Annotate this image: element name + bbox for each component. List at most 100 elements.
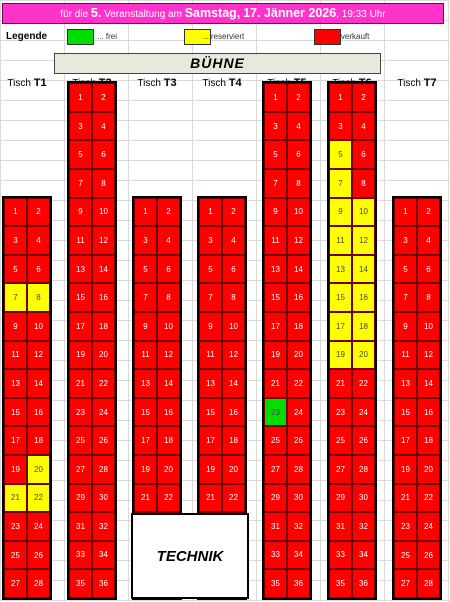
seat-t3-12[interactable]: 12 bbox=[157, 340, 180, 370]
seat-t4-4[interactable]: 4 bbox=[222, 226, 245, 255]
seat-t6-33[interactable]: 33 bbox=[329, 540, 352, 570]
seat-t7-13[interactable]: 13 bbox=[394, 369, 417, 398]
seat-t7-5[interactable]: 5 bbox=[394, 254, 417, 284]
seat-t3-2[interactable]: 2 bbox=[157, 197, 180, 227]
seat-t6-2[interactable]: 2 bbox=[352, 83, 375, 112]
seat-t3-21[interactable]: 21 bbox=[134, 483, 157, 513]
seat-t5-12[interactable]: 12 bbox=[287, 226, 310, 255]
seat-t4-18[interactable]: 18 bbox=[222, 426, 245, 455]
seat-t2-12[interactable]: 12 bbox=[92, 226, 115, 255]
seat-t7-21[interactable]: 21 bbox=[394, 483, 417, 513]
seat-t7-3[interactable]: 3 bbox=[394, 226, 417, 255]
seat-t4-19[interactable]: 19 bbox=[199, 454, 222, 484]
seat-t2-24[interactable]: 24 bbox=[92, 397, 115, 427]
seat-t6-14[interactable]: 14 bbox=[352, 254, 375, 284]
seat-t2-29[interactable]: 29 bbox=[69, 483, 92, 513]
seat-t4-13[interactable]: 13 bbox=[199, 369, 222, 398]
seat-t1-6[interactable]: 6 bbox=[27, 254, 50, 284]
seat-t2-1[interactable]: 1 bbox=[69, 83, 92, 112]
seat-t4-10[interactable]: 10 bbox=[222, 311, 245, 341]
seat-t6-4[interactable]: 4 bbox=[352, 111, 375, 141]
seat-t7-24[interactable]: 24 bbox=[417, 512, 440, 541]
seat-t3-5[interactable]: 5 bbox=[134, 254, 157, 284]
seat-t5-22[interactable]: 22 bbox=[287, 369, 310, 398]
seat-t1-7[interactable]: 7 bbox=[4, 283, 27, 312]
seat-t5-30[interactable]: 30 bbox=[287, 483, 310, 513]
seat-t2-33[interactable]: 33 bbox=[69, 540, 92, 570]
seat-t4-3[interactable]: 3 bbox=[199, 226, 222, 255]
seat-t6-16[interactable]: 16 bbox=[352, 283, 375, 312]
seat-t2-7[interactable]: 7 bbox=[69, 168, 92, 198]
seat-t5-34[interactable]: 34 bbox=[287, 540, 310, 570]
seat-t2-9[interactable]: 9 bbox=[69, 197, 92, 227]
seat-t6-26[interactable]: 26 bbox=[352, 426, 375, 455]
seat-t1-18[interactable]: 18 bbox=[27, 426, 50, 455]
seat-t5-2[interactable]: 2 bbox=[287, 83, 310, 112]
seat-t6-17[interactable]: 17 bbox=[329, 311, 352, 341]
seat-t5-21[interactable]: 21 bbox=[264, 369, 287, 398]
seat-t5-3[interactable]: 3 bbox=[264, 111, 287, 141]
seat-t4-8[interactable]: 8 bbox=[222, 283, 245, 312]
seat-t3-20[interactable]: 20 bbox=[157, 454, 180, 484]
seat-t6-10[interactable]: 10 bbox=[352, 197, 375, 227]
seat-t3-8[interactable]: 8 bbox=[157, 283, 180, 312]
seat-t5-6[interactable]: 6 bbox=[287, 140, 310, 169]
seat-t1-22[interactable]: 22 bbox=[27, 483, 50, 513]
seat-t2-14[interactable]: 14 bbox=[92, 254, 115, 284]
seat-t3-17[interactable]: 17 bbox=[134, 426, 157, 455]
seat-t3-11[interactable]: 11 bbox=[134, 340, 157, 370]
seat-t2-34[interactable]: 34 bbox=[92, 540, 115, 570]
seat-t2-35[interactable]: 35 bbox=[69, 569, 92, 598]
seat-t6-20[interactable]: 20 bbox=[352, 340, 375, 370]
seat-t5-25[interactable]: 25 bbox=[264, 426, 287, 455]
seat-t3-3[interactable]: 3 bbox=[134, 226, 157, 255]
seat-t7-6[interactable]: 6 bbox=[417, 254, 440, 284]
seat-t2-17[interactable]: 17 bbox=[69, 311, 92, 341]
seat-t6-8[interactable]: 8 bbox=[352, 168, 375, 198]
seat-t2-27[interactable]: 27 bbox=[69, 454, 92, 484]
seat-t5-1[interactable]: 1 bbox=[264, 83, 287, 112]
seat-t5-13[interactable]: 13 bbox=[264, 254, 287, 284]
seat-t1-14[interactable]: 14 bbox=[27, 369, 50, 398]
seat-t6-30[interactable]: 30 bbox=[352, 483, 375, 513]
seat-t5-24[interactable]: 24 bbox=[287, 397, 310, 427]
seat-t1-2[interactable]: 2 bbox=[27, 197, 50, 227]
seat-t6-28[interactable]: 28 bbox=[352, 454, 375, 484]
seat-t2-36[interactable]: 36 bbox=[92, 569, 115, 598]
seat-t3-7[interactable]: 7 bbox=[134, 283, 157, 312]
seat-t5-32[interactable]: 32 bbox=[287, 512, 310, 541]
seat-t6-3[interactable]: 3 bbox=[329, 111, 352, 141]
seat-t1-9[interactable]: 9 bbox=[4, 311, 27, 341]
seat-t1-13[interactable]: 13 bbox=[4, 369, 27, 398]
seat-t5-31[interactable]: 31 bbox=[264, 512, 287, 541]
seat-t5-8[interactable]: 8 bbox=[287, 168, 310, 198]
seat-t1-11[interactable]: 11 bbox=[4, 340, 27, 370]
seat-t3-22[interactable]: 22 bbox=[157, 483, 180, 513]
seat-t2-32[interactable]: 32 bbox=[92, 512, 115, 541]
seat-t2-30[interactable]: 30 bbox=[92, 483, 115, 513]
seat-t2-26[interactable]: 26 bbox=[92, 426, 115, 455]
seat-t1-27[interactable]: 27 bbox=[4, 569, 27, 598]
seat-t4-12[interactable]: 12 bbox=[222, 340, 245, 370]
seat-t6-34[interactable]: 34 bbox=[352, 540, 375, 570]
seat-t4-7[interactable]: 7 bbox=[199, 283, 222, 312]
seat-t1-8[interactable]: 8 bbox=[27, 283, 50, 312]
seat-t1-17[interactable]: 17 bbox=[4, 426, 27, 455]
seat-t4-5[interactable]: 5 bbox=[199, 254, 222, 284]
seat-t5-33[interactable]: 33 bbox=[264, 540, 287, 570]
seat-t7-1[interactable]: 1 bbox=[394, 197, 417, 227]
seat-t6-7[interactable]: 7 bbox=[329, 168, 352, 198]
seat-t4-2[interactable]: 2 bbox=[222, 197, 245, 227]
seat-t5-14[interactable]: 14 bbox=[287, 254, 310, 284]
seat-t7-20[interactable]: 20 bbox=[417, 454, 440, 484]
seat-t4-14[interactable]: 14 bbox=[222, 369, 245, 398]
seat-t3-15[interactable]: 15 bbox=[134, 397, 157, 427]
seat-t6-25[interactable]: 25 bbox=[329, 426, 352, 455]
seat-t2-23[interactable]: 23 bbox=[69, 397, 92, 427]
seat-t2-31[interactable]: 31 bbox=[69, 512, 92, 541]
seat-t3-16[interactable]: 16 bbox=[157, 397, 180, 427]
seat-t7-8[interactable]: 8 bbox=[417, 283, 440, 312]
seat-t4-1[interactable]: 1 bbox=[199, 197, 222, 227]
seat-t6-32[interactable]: 32 bbox=[352, 512, 375, 541]
seat-t2-15[interactable]: 15 bbox=[69, 283, 92, 312]
